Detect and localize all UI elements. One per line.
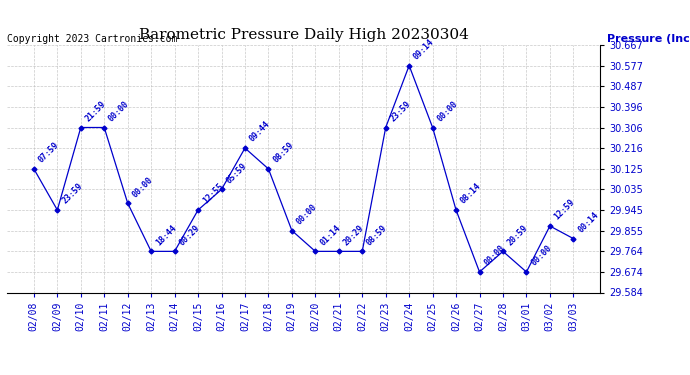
Text: 08:59: 08:59 xyxy=(365,223,389,247)
Text: 20:59: 20:59 xyxy=(506,223,530,247)
Text: 08:14: 08:14 xyxy=(459,182,483,206)
Text: 23:59: 23:59 xyxy=(60,182,84,206)
Text: 00:00: 00:00 xyxy=(529,244,553,268)
Text: 01:14: 01:14 xyxy=(318,223,342,247)
Text: 00:14: 00:14 xyxy=(576,210,600,234)
Text: 00:00: 00:00 xyxy=(107,99,131,123)
Text: 07:59: 07:59 xyxy=(37,141,61,165)
Text: 09:14: 09:14 xyxy=(412,38,436,62)
Text: 12:55: 12:55 xyxy=(201,182,225,206)
Text: 20:29: 20:29 xyxy=(342,223,366,247)
Text: 21:59: 21:59 xyxy=(83,99,108,123)
Text: 08:59: 08:59 xyxy=(271,141,295,165)
Text: 09:44: 09:44 xyxy=(248,120,272,144)
Text: 00:29: 00:29 xyxy=(177,223,201,247)
Text: 12:59: 12:59 xyxy=(553,198,577,222)
Text: 18:44: 18:44 xyxy=(154,223,178,247)
Text: 00:00: 00:00 xyxy=(130,175,155,199)
Text: 00:00: 00:00 xyxy=(482,244,506,268)
Text: Copyright 2023 Cartronics.com: Copyright 2023 Cartronics.com xyxy=(7,34,177,44)
Text: 00:00: 00:00 xyxy=(435,99,460,123)
Text: 23:59: 23:59 xyxy=(388,99,413,123)
Text: 05:59: 05:59 xyxy=(224,161,248,185)
Title: Barometric Pressure Daily High 20230304: Barometric Pressure Daily High 20230304 xyxy=(139,28,469,42)
Text: Pressure (Inches/Hg): Pressure (Inches/Hg) xyxy=(607,34,690,44)
Text: 00:00: 00:00 xyxy=(295,202,319,226)
